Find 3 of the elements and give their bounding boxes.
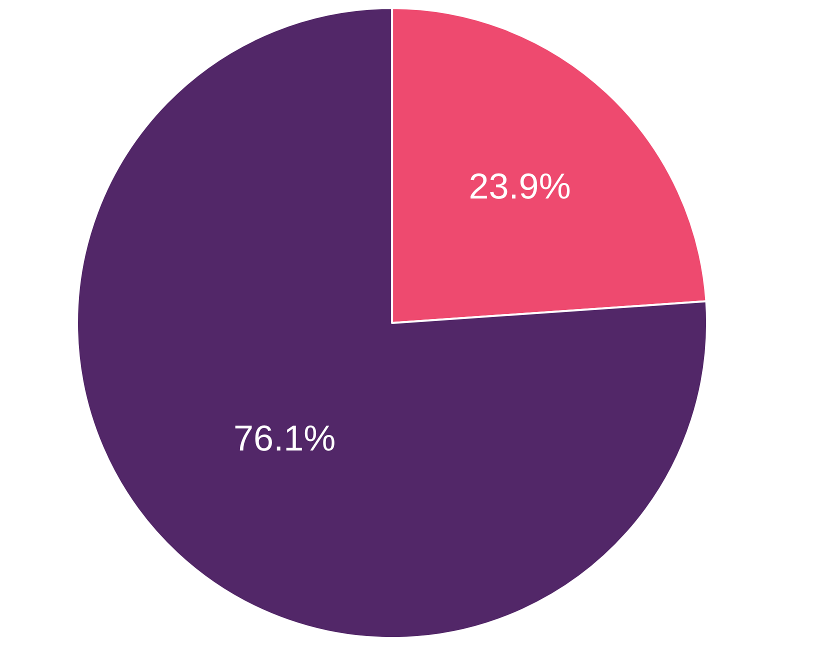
- data-label: 76.1%: [234, 418, 336, 459]
- data-label: 23.9%: [468, 166, 571, 207]
- pie-slice: [76, 6, 708, 639]
